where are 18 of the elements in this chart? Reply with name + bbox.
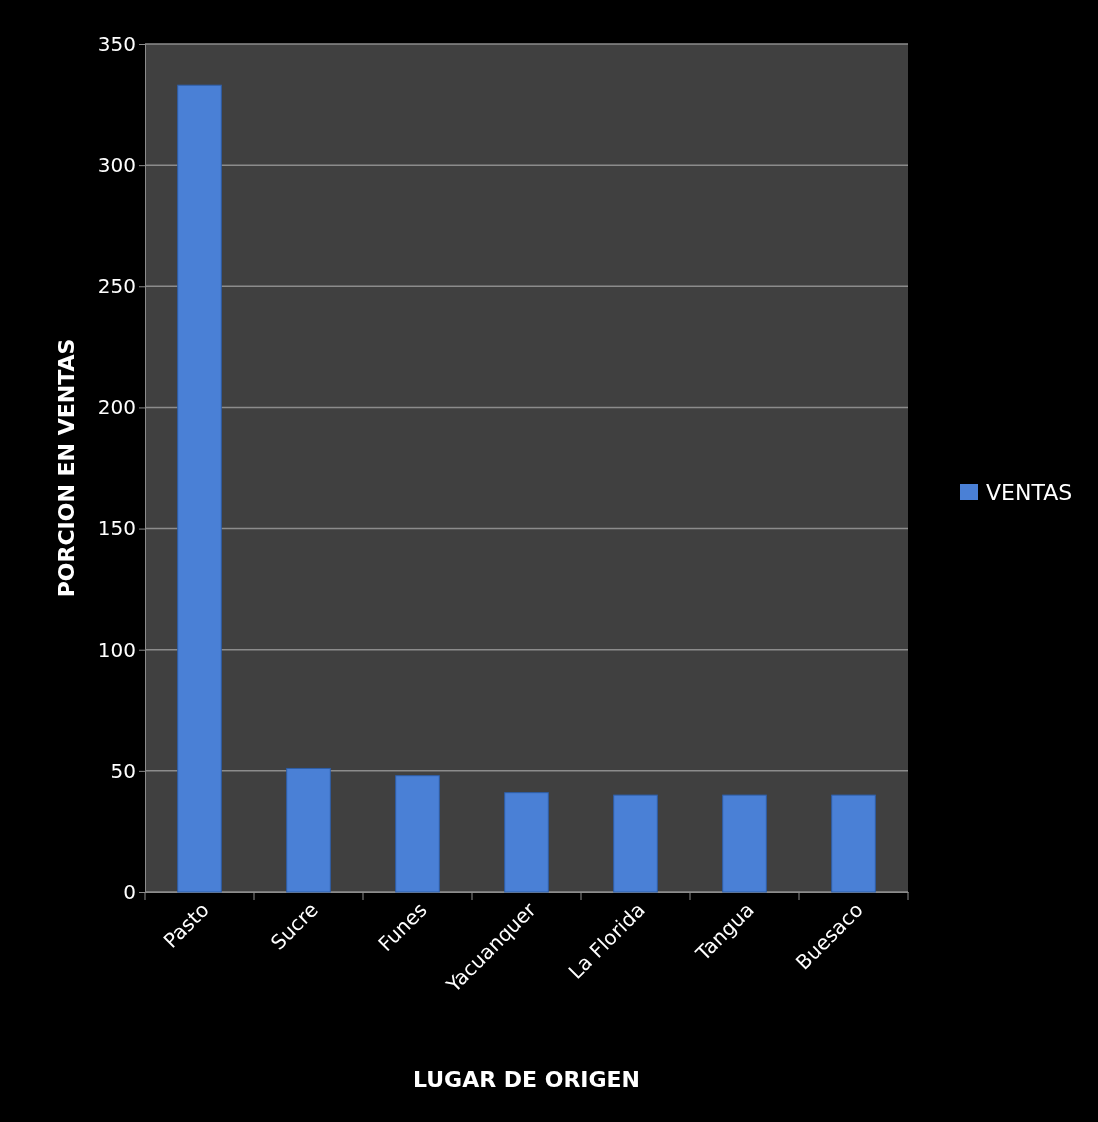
y-tick-label: 200 xyxy=(97,395,136,420)
y-tick-label: 250 xyxy=(97,274,136,299)
y-tick-label: 150 xyxy=(97,516,136,541)
y-axis-title: PORCION EN VENTAS xyxy=(54,338,79,598)
bar xyxy=(831,794,876,893)
y-tick-label: 0 xyxy=(123,879,136,904)
bar xyxy=(177,84,222,893)
bar xyxy=(722,794,767,893)
y-tick-label: 100 xyxy=(97,637,136,662)
bar xyxy=(613,794,658,893)
x-axis-title: LUGAR DE ORIGEN xyxy=(412,1067,641,1092)
bar xyxy=(395,775,440,893)
y-tick-label: 300 xyxy=(97,153,136,178)
y-tick-label: 350 xyxy=(97,31,136,56)
bar xyxy=(286,767,331,893)
y-tick-label: 50 xyxy=(110,758,136,783)
bar xyxy=(504,792,549,893)
legend-label: VENTAS xyxy=(986,479,1073,505)
